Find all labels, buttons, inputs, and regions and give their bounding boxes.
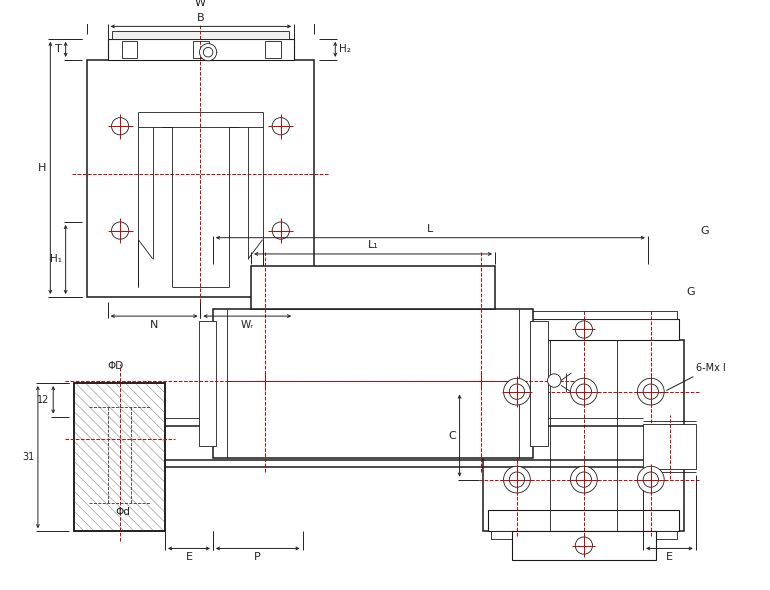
Text: E: E — [186, 552, 192, 562]
Circle shape — [203, 47, 213, 57]
Text: W: W — [195, 0, 206, 8]
Bar — [108, 39, 294, 60]
Text: Wᵣ: Wᵣ — [241, 320, 254, 330]
Circle shape — [504, 466, 531, 493]
Circle shape — [199, 44, 216, 61]
Circle shape — [575, 537, 592, 554]
Bar — [491, 531, 677, 539]
Circle shape — [576, 472, 591, 487]
Text: H₁: H₁ — [50, 254, 62, 264]
Text: 6-Mx l: 6-Mx l — [667, 363, 725, 391]
Text: T: T — [55, 44, 62, 54]
Bar — [112, 31, 290, 39]
Circle shape — [643, 384, 658, 399]
Text: 31: 31 — [22, 452, 34, 462]
Circle shape — [509, 472, 524, 487]
Bar — [488, 319, 679, 340]
Text: Φd: Φd — [115, 507, 130, 517]
Circle shape — [571, 466, 598, 493]
Circle shape — [638, 466, 665, 493]
Text: G: G — [701, 226, 709, 236]
Circle shape — [504, 378, 531, 405]
Circle shape — [509, 384, 524, 399]
Bar — [122, 41, 137, 58]
Circle shape — [272, 117, 290, 135]
Bar — [266, 41, 281, 58]
Text: ΦD: ΦD — [107, 360, 123, 371]
Text: H: H — [38, 163, 46, 173]
Circle shape — [643, 472, 658, 487]
Bar — [251, 267, 495, 309]
Bar — [484, 340, 685, 531]
Text: N: N — [150, 320, 159, 330]
Bar — [213, 309, 533, 458]
Bar — [512, 531, 655, 560]
Circle shape — [272, 222, 290, 239]
Text: B: B — [197, 12, 205, 22]
Circle shape — [571, 378, 598, 405]
Text: 12: 12 — [37, 395, 49, 405]
Text: H₂: H₂ — [339, 44, 351, 54]
Bar — [531, 321, 547, 446]
Text: L: L — [427, 224, 434, 234]
Text: C: C — [448, 431, 456, 441]
Bar — [491, 312, 677, 319]
Circle shape — [112, 222, 129, 239]
Bar — [488, 510, 679, 531]
Bar — [87, 60, 314, 297]
Circle shape — [638, 378, 665, 405]
Bar — [74, 383, 165, 531]
Bar — [199, 321, 216, 446]
Circle shape — [576, 384, 591, 399]
Circle shape — [547, 374, 561, 387]
Text: E: E — [666, 552, 673, 562]
Text: G: G — [686, 287, 695, 297]
Circle shape — [575, 321, 592, 338]
Text: P: P — [254, 552, 261, 562]
Bar — [74, 383, 165, 531]
Bar — [643, 424, 696, 469]
Bar — [193, 41, 209, 58]
Circle shape — [112, 117, 129, 135]
Text: L₁: L₁ — [367, 240, 378, 250]
